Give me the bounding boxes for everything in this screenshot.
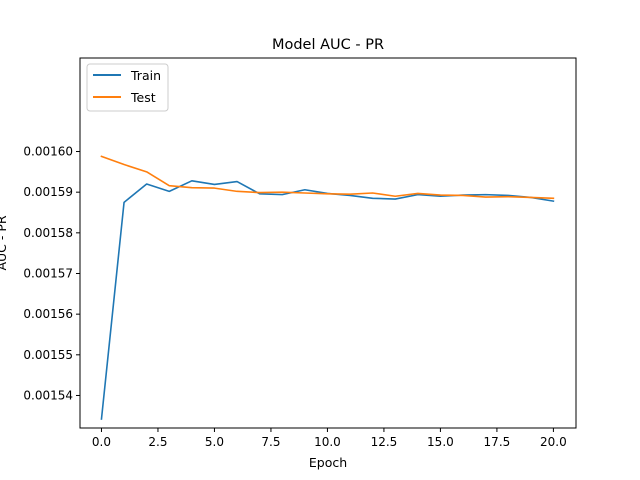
legend: Train Test [86,63,169,112]
axis-ticks: 0.0 2.5 5.0 7.5 10.0 12.5 15.0 17.5 20.0 0.00154 0… [23,145,566,449]
x-tick-label: 15.0 [427,435,454,449]
y-tick-label: 0.00159 [23,185,73,199]
x-tick-label: 12.5 [371,435,398,449]
series-lines [100,155,555,420]
x-tick-label: 5.0 [205,435,224,449]
x-tick-label: 10.0 [314,435,341,449]
y-tick-label: 0.00155 [23,348,73,362]
series-line-test [100,155,555,200]
x-tick-label: 0.0 [92,435,111,449]
legend-label-test: Test [130,90,156,105]
legend-label-train: Train [130,68,161,83]
x-tick-label: 2.5 [148,435,167,449]
y-tick-label: 0.00154 [23,388,73,402]
y-axis-label: AUC - PR [0,215,9,270]
x-tick-label: 7.5 [261,435,280,449]
x-tick-label: 20.0 [540,435,567,449]
y-tick-label: 0.00157 [23,266,73,280]
x-tick-label: 17.5 [484,435,511,449]
y-tick-label: 0.00158 [23,226,73,240]
x-axis-label: Epoch [309,455,347,470]
chart-title: Model AUC - PR [272,37,384,53]
y-tick-label: 0.00160 [23,145,73,159]
y-tick-label: 0.00156 [23,307,73,321]
plot-area-frame [79,57,577,429]
